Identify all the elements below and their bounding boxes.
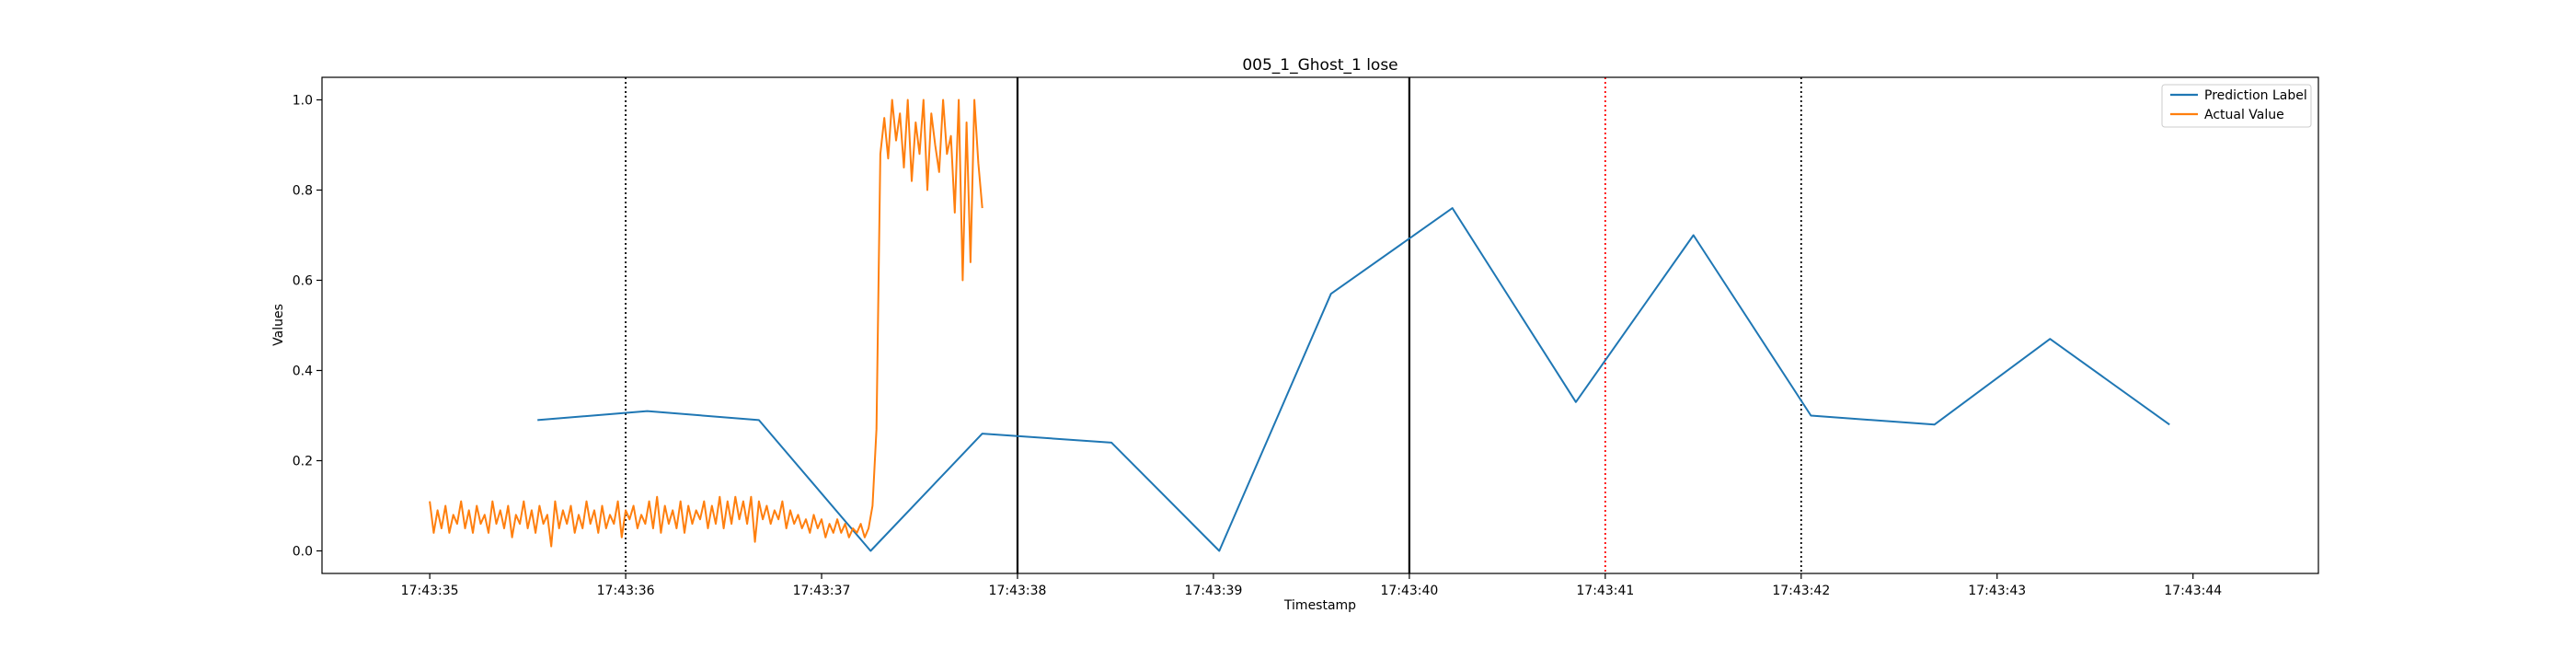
- y-tick-label: 1.0: [293, 94, 313, 109]
- x-axis-label: Timestamp: [1283, 598, 1356, 613]
- legend-box: [2161, 84, 2312, 128]
- series-line-prediction-label: [537, 207, 2170, 552]
- y-tick-label: 0.6: [293, 274, 313, 289]
- legend-label-prediction-label: Prediction Label: [2204, 88, 2307, 103]
- x-tick-label: 17:43:37: [793, 584, 851, 598]
- legend-label-actual-value: Actual Value: [2204, 108, 2284, 122]
- plot-frame: [321, 76, 2319, 574]
- x-tick-label: 17:43:43: [1968, 584, 2026, 598]
- series-lines: [429, 98, 2170, 552]
- y-tick-label: 0.0: [293, 545, 313, 560]
- y-tick-label: 0.4: [293, 364, 313, 379]
- x-tick-label: 17:43:40: [1380, 584, 1438, 598]
- legend: Prediction Label Actual Value: [2161, 84, 2312, 128]
- y-tick-label: 0.2: [293, 455, 313, 469]
- x-tick-label: 17:43:41: [1576, 584, 1634, 598]
- y-tick-label: 0.8: [293, 184, 313, 199]
- vertical-marker-lines: [625, 77, 1802, 573]
- x-tick-label: 17:43:35: [401, 584, 459, 598]
- chart-title: 005_1_Ghost_1 lose: [1242, 56, 1397, 75]
- plot-area: [321, 76, 2319, 574]
- x-tick-label: 17:43:39: [1184, 584, 1242, 598]
- x-axis-ticks: 17:43:35 17:43:36 17:43:37 17:43:38 17:43:39…: [401, 573, 2222, 598]
- x-tick-label: 17:43:44: [2164, 584, 2222, 598]
- y-axis-label: Values: [271, 304, 286, 346]
- y-axis-ticks: 0.0 0.2 0.4 0.6 0.8 1.0: [293, 94, 322, 560]
- series-line-actual-value: [429, 98, 983, 548]
- x-tick-label: 17:43:38: [989, 584, 1047, 598]
- x-tick-label: 17:43:36: [597, 584, 655, 598]
- x-tick-label: 17:43:42: [1772, 584, 1830, 598]
